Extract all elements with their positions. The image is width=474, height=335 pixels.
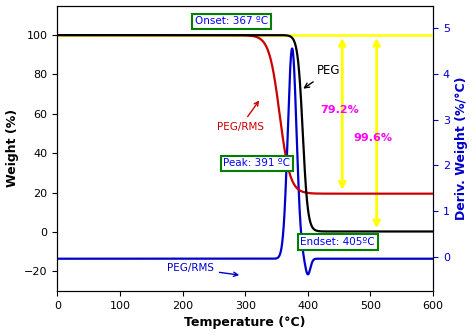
Y-axis label: Deriv. Weight (%/°C): Deriv. Weight (%/°C) bbox=[456, 77, 468, 220]
Text: 99.6%: 99.6% bbox=[353, 133, 392, 142]
X-axis label: Temperature (°C): Temperature (°C) bbox=[184, 317, 306, 329]
Text: Peak: 391 ºC: Peak: 391 ºC bbox=[223, 158, 290, 168]
Text: PEG: PEG bbox=[304, 65, 341, 88]
Text: PEG/RMS: PEG/RMS bbox=[217, 102, 264, 132]
Text: Endset: 405ºC: Endset: 405ºC bbox=[301, 237, 375, 247]
Text: 79.2%: 79.2% bbox=[320, 105, 359, 115]
Text: Onset: 367 ºC: Onset: 367 ºC bbox=[195, 16, 268, 26]
Y-axis label: Weight (%): Weight (%) bbox=[6, 109, 18, 187]
Text: PEG/RMS: PEG/RMS bbox=[167, 263, 238, 276]
